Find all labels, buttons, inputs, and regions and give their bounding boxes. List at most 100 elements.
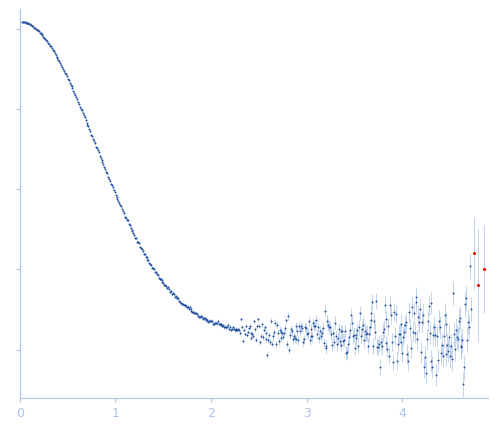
Point: [229, 324, 237, 331]
Point: [350, 331, 358, 338]
Point: [177, 300, 185, 307]
Point: [124, 216, 132, 223]
Point: [371, 318, 378, 325]
Point: [259, 326, 267, 333]
Point: [291, 336, 299, 343]
Point: [459, 337, 467, 344]
Point: [374, 343, 382, 350]
Point: [36, 29, 44, 36]
Point: [299, 339, 307, 346]
Point: [224, 322, 232, 329]
Point: [227, 326, 235, 333]
Point: [446, 352, 454, 359]
Point: [433, 333, 441, 340]
Point: [384, 323, 392, 330]
Point: [262, 330, 270, 337]
Point: [454, 336, 462, 343]
Point: [164, 284, 172, 291]
Point: [171, 293, 179, 300]
Point: [429, 332, 437, 339]
Point: [430, 323, 438, 330]
Point: [269, 333, 277, 340]
Point: [20, 18, 28, 25]
Point: [395, 330, 403, 337]
Point: [158, 278, 166, 285]
Point: [253, 323, 261, 330]
Point: [249, 331, 256, 338]
Point: [335, 326, 343, 333]
Point: [290, 332, 298, 339]
Point: [408, 303, 416, 310]
Point: [184, 303, 192, 310]
Point: [259, 334, 267, 341]
Point: [58, 63, 66, 70]
Point: [396, 339, 404, 346]
Point: [199, 316, 207, 323]
Point: [173, 295, 181, 302]
Point: [35, 28, 43, 35]
Point: [215, 320, 223, 327]
Point: [110, 186, 118, 193]
Point: [237, 316, 245, 323]
Point: [82, 116, 90, 123]
Point: [246, 323, 253, 330]
Point: [228, 325, 236, 332]
Point: [157, 277, 165, 284]
Point: [66, 79, 74, 86]
Point: [81, 114, 89, 121]
Point: [176, 298, 184, 305]
Point: [297, 323, 305, 330]
Point: [83, 119, 91, 126]
Point: [189, 308, 197, 315]
Point: [39, 33, 47, 40]
Point: [368, 317, 375, 324]
Point: [339, 328, 347, 335]
Point: [107, 180, 115, 187]
Point: [406, 325, 414, 332]
Point: [236, 329, 244, 336]
Point: [135, 239, 143, 246]
Point: [278, 329, 286, 336]
Point: [162, 283, 170, 290]
Point: [292, 323, 300, 329]
Point: [49, 47, 57, 54]
Point: [355, 324, 363, 331]
Point: [247, 335, 254, 342]
Point: [244, 328, 251, 335]
Point: [351, 344, 359, 351]
Point: [404, 358, 412, 365]
Point: [337, 341, 345, 348]
Point: [18, 18, 26, 25]
Point: [386, 301, 394, 308]
Point: [170, 291, 178, 298]
Point: [393, 357, 401, 364]
Point: [212, 319, 220, 326]
Point: [241, 331, 249, 338]
Point: [381, 316, 389, 323]
Point: [166, 288, 174, 295]
Point: [148, 264, 156, 271]
Point: [85, 126, 93, 133]
Point: [106, 177, 114, 184]
Point: [425, 302, 433, 309]
Point: [274, 330, 282, 337]
Point: [167, 288, 175, 295]
Point: [414, 313, 422, 320]
Point: [402, 319, 410, 326]
Point: [403, 350, 411, 357]
Point: [422, 369, 430, 376]
Point: [37, 31, 45, 38]
Point: [88, 132, 96, 139]
Point: [219, 323, 227, 329]
Point: [124, 220, 132, 227]
Point: [78, 107, 86, 114]
Point: [347, 311, 355, 318]
Point: [57, 62, 65, 69]
Point: [32, 25, 40, 32]
Point: [145, 260, 153, 267]
Point: [275, 337, 283, 344]
Point: [112, 191, 120, 198]
Point: [349, 333, 357, 340]
Point: [52, 51, 60, 58]
Point: [372, 298, 380, 305]
